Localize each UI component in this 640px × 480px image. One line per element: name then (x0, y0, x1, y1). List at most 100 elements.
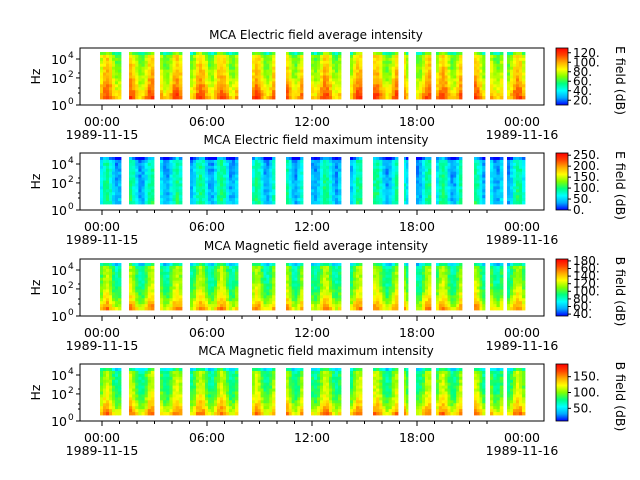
heat-cell (379, 87, 383, 91)
heat-cell (263, 289, 267, 293)
heat-cell (232, 52, 236, 56)
heat-cell (252, 292, 256, 296)
heat-cell (447, 295, 451, 299)
heat-cell (436, 265, 440, 270)
heat-cell (252, 57, 256, 62)
heat-cell (496, 52, 501, 56)
heat-cell (118, 90, 122, 94)
heat-cell (499, 96, 504, 100)
heat-cell (235, 304, 239, 308)
heat-cell (118, 286, 122, 290)
heat-cell (428, 162, 432, 167)
heat-cell (129, 307, 133, 311)
heat-cell (199, 57, 203, 62)
heat-cell (129, 54, 133, 59)
heat-cell (493, 93, 497, 97)
heat-cell (350, 198, 354, 202)
heat-cell (263, 72, 267, 76)
heat-cell (202, 52, 206, 56)
heat-cell (441, 81, 446, 85)
heat-cell (150, 168, 155, 173)
heat-cell (406, 283, 409, 287)
heat-cell (444, 78, 448, 82)
heat-cell (109, 283, 113, 287)
heat-cell (379, 84, 383, 88)
heat-cell (436, 69, 440, 73)
heat-cell (350, 78, 354, 82)
heat-cell (109, 171, 113, 176)
heat-cell (269, 304, 273, 308)
heat-cell (214, 201, 218, 205)
heat-cell (447, 72, 451, 76)
heat-cell (272, 63, 276, 68)
heat-cell (391, 93, 396, 97)
heat-cell (404, 198, 407, 202)
heat-cell (385, 69, 390, 73)
heat-cell (379, 201, 383, 205)
heat-cell (507, 186, 511, 190)
heat-cell (388, 286, 393, 290)
heat-cell (482, 183, 486, 187)
heat-cell (169, 201, 173, 205)
heat-cell (453, 295, 457, 299)
heat-cell (297, 183, 301, 187)
heat-cell (190, 304, 194, 308)
heat-cell (441, 162, 446, 167)
heat-cell (172, 289, 177, 293)
heat-cell (135, 292, 139, 296)
heat-cell (436, 283, 440, 287)
heat-cell (482, 304, 486, 308)
heat-cell (419, 295, 423, 299)
heat-cell (391, 304, 396, 308)
heat-cell (103, 286, 107, 290)
heat-cell (169, 72, 173, 76)
heat-cell (326, 183, 330, 187)
heat-cell (326, 162, 330, 167)
heat-cell (456, 54, 460, 59)
heat-cell (160, 168, 164, 173)
heat-cell (406, 180, 409, 184)
heat-cell (141, 195, 146, 199)
heat-cell (254, 69, 259, 73)
heat-cell (208, 189, 212, 193)
heat-cell (425, 72, 429, 76)
heat-cell (447, 168, 451, 173)
heat-cell (172, 60, 177, 65)
heat-cell (175, 81, 180, 85)
heat-cell (438, 274, 443, 279)
heat-cell (235, 60, 239, 65)
heat-cell (166, 192, 170, 196)
heat-cell (326, 63, 330, 68)
heat-cell (482, 162, 486, 167)
heat-cell (297, 280, 301, 284)
heat-cell (166, 201, 170, 205)
heat-cell (115, 263, 119, 267)
heat-cell (335, 286, 339, 290)
heat-cell (422, 180, 426, 184)
heat-cell (379, 263, 383, 267)
heat-cell (438, 57, 443, 62)
heat-cell (291, 201, 295, 205)
heat-cell (436, 180, 440, 184)
heat-cell (441, 298, 446, 302)
heat-cell (311, 271, 315, 276)
heat-cell (335, 72, 339, 76)
heat-cell (493, 162, 497, 167)
heat-cell (190, 307, 194, 311)
heat-cell (103, 165, 107, 170)
heat-cell (394, 96, 399, 100)
heat-cell (223, 63, 227, 68)
heat-cell (391, 263, 396, 267)
heat-cell (507, 75, 511, 79)
heat-cell (323, 307, 327, 311)
heat-cell (447, 78, 451, 82)
heat-cell (172, 286, 177, 290)
heat-cell (388, 268, 393, 273)
heat-cell (172, 271, 177, 276)
heat-cell (103, 189, 107, 193)
heat-cell (208, 57, 212, 62)
heat-cell (441, 159, 446, 164)
heat-cell (226, 75, 230, 79)
heat-cell (385, 52, 390, 56)
heat-cell (226, 201, 230, 205)
